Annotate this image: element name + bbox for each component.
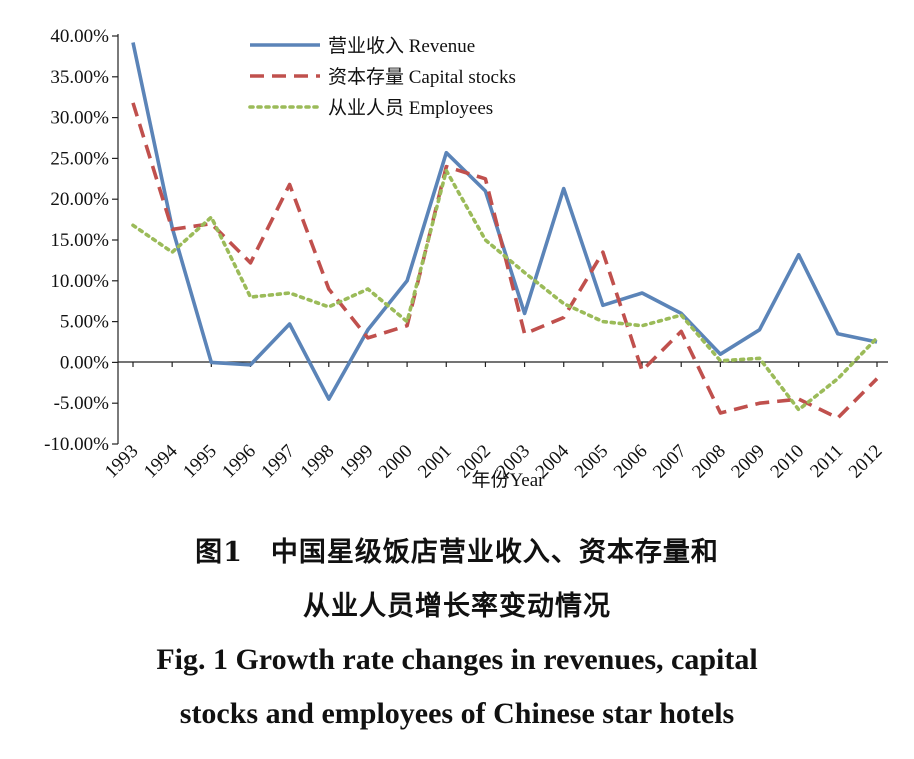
x-tick-label: 2006 [610,441,652,483]
figure-caption-en-line2: stocks and employees of Chinese star hot… [179,697,735,730]
y-tick-label: 15.00% [50,230,109,251]
x-axis-title: 年份Year [471,469,545,491]
x-tick-label: 2007 [649,441,691,483]
legend-label-3: 从业人员 Employees [328,97,493,119]
x-tick-label: 2000 [375,441,417,483]
x-tick-label: 2010 [767,441,809,483]
line-chart: 40.00% 35.00% 30.00% 25.00% 20.00% 15.00% 10.0… [44,26,888,491]
legend-label-2: 资本存量 Capital stocks [328,66,516,88]
x-tick-label: 2001 [414,441,456,483]
y-tick-label: 40.00% [50,26,109,47]
x-tick-label: 1996 [218,441,260,483]
y-tick-label: 30.00% [50,108,109,129]
series-line-2 [131,102,879,420]
x-tick-label: 2005 [571,441,613,483]
y-tick-label: 5.00% [60,312,109,333]
legend-label-1: 营业收入 Revenue [328,35,475,57]
y-tick-label: 35.00% [50,67,109,88]
y-tick-label: 25.00% [50,148,109,169]
y-axis: 40.00% 35.00% 30.00% 25.00% 20.00% 15.00% 10.0… [44,26,119,455]
x-tick-label: 1994 [140,440,182,482]
figure-caption-cn-line2: 从业人员增长率变动情况 [303,591,611,622]
x-tick-label: 2011 [806,441,847,482]
x-tick-label: 1995 [179,441,221,483]
series-line-3 [131,168,879,412]
x-tick-label: 2009 [727,441,769,483]
y-tick-label: 10.00% [50,271,109,292]
y-tick-label: -5.00% [54,393,110,414]
series-line-1 [131,42,878,401]
figure-caption-en-line1: Fig. 1 Growth rate changes in revenues, … [156,643,758,676]
y-tick-label: 20.00% [50,189,109,210]
x-tick-label: 1998 [297,441,339,483]
y-tick-label: -10.00% [44,434,109,455]
x-axis: 1993199419951996199719981999200020012002… [101,361,888,483]
y-tick-label: 0.00% [60,352,109,373]
series-lines [131,42,879,420]
x-tick-label: 2012 [845,441,887,483]
x-tick-label: 1997 [257,441,299,483]
legend: 营业收入 Revenue 资本存量 Capital stocks 从业人员 Empl… [248,35,516,119]
x-tick-label: 2008 [688,441,730,483]
x-tick-label: 1999 [336,441,378,483]
figure-caption-cn-line1: 图1 中国星级饭店营业收入、资本存量和 [195,537,719,568]
